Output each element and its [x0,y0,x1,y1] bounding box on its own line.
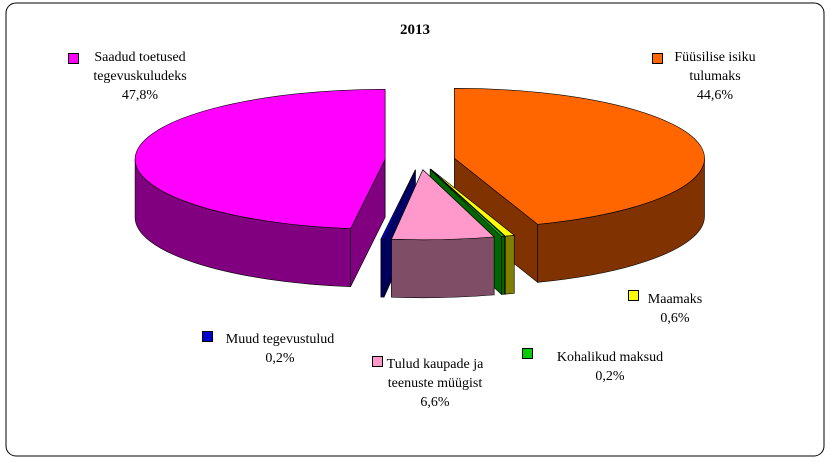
slice-label: Muud tegevustulud 0,2% [200,330,360,368]
slice-wall [391,236,495,299]
slice [134,89,386,229]
value-label: 0,6% [660,311,690,326]
category-label: Füüsilise isiku tulumaks [674,50,756,84]
legend-key [372,356,383,367]
slice [391,169,495,241]
legend-key [628,290,639,301]
slice-wall [501,235,505,295]
category-label: Maamaks [647,292,703,307]
slice [430,169,515,237]
slice-label: Maamaks 0,6% [610,290,740,328]
slice-label: Tulud kaupade ja teenuste müügist 6,6% [355,355,515,412]
slice [380,169,416,240]
value-label: 0,2% [595,369,625,384]
slice-label: Saadud toetused tegevuskuludeks 47,8% [55,48,225,105]
category-label: Kohalikud maksud [556,350,664,365]
chart-title: 2013 [400,22,430,38]
slice-wall [380,238,385,298]
value-label: 47,8% [121,88,159,103]
slice [429,169,506,237]
slice [454,88,705,225]
legend-key [202,331,213,342]
value-label: 6,6% [420,395,450,410]
category-label: Saadud toetused tegevuskuludeks [93,50,187,84]
slice-label: Füüsilise isiku tulumaks 44,6% [640,48,790,105]
legend-key [522,348,533,359]
slice-wall [504,234,515,295]
legend-key [652,53,663,64]
value-label: 44,6% [696,88,734,103]
slice-label: Kohalikud maksud 0,2% [520,348,700,386]
category-label: Tulud kaupade ja teenuste müügist [386,357,484,391]
legend-key [68,53,79,64]
category-label: Muud tegevustulud [225,332,335,347]
value-label: 0,2% [265,351,295,366]
